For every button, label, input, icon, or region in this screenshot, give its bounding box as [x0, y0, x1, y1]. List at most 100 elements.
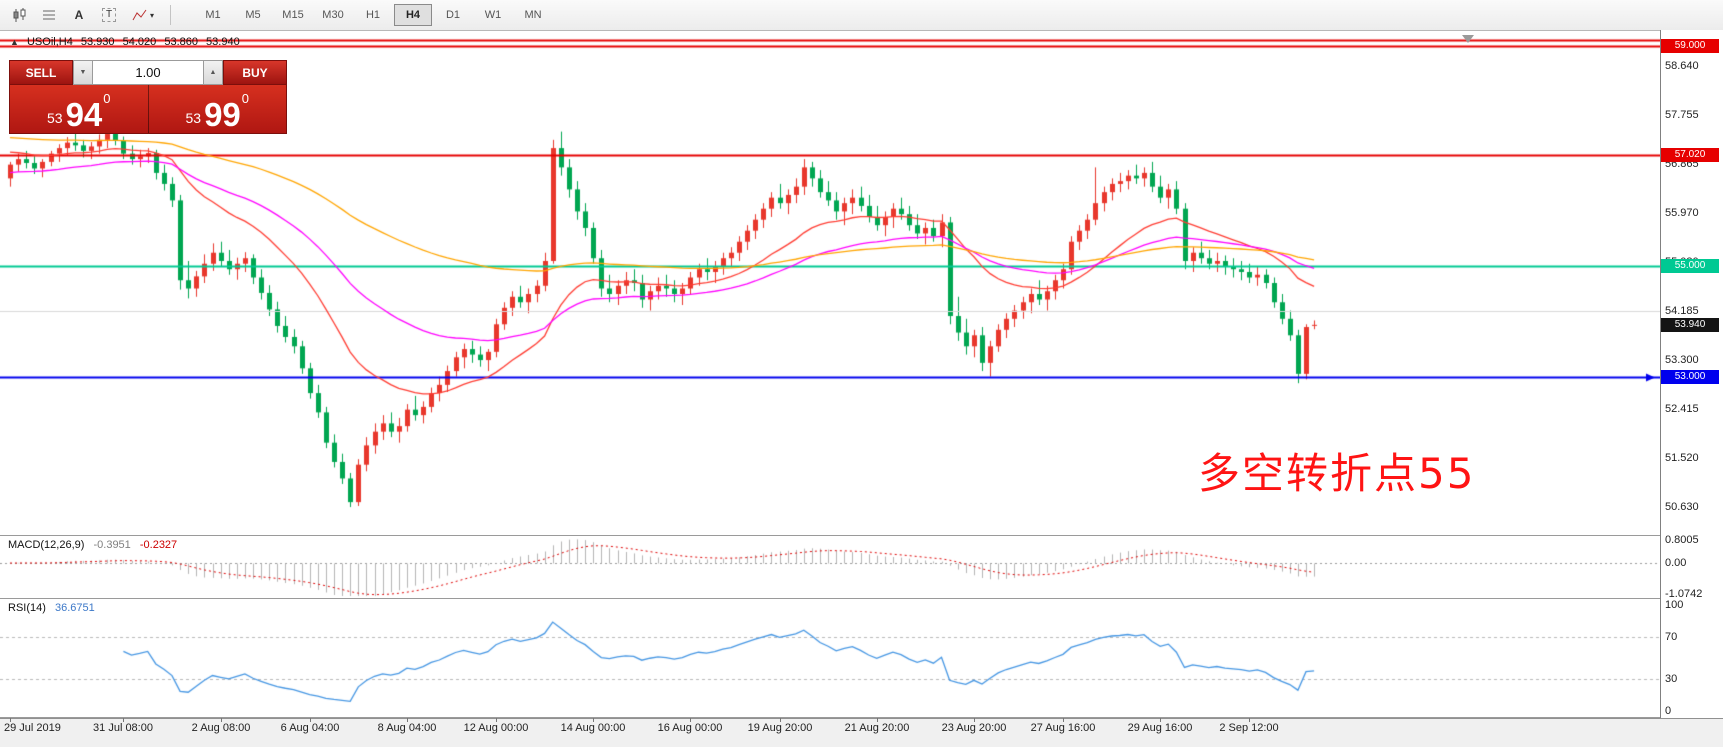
timeframe-m30[interactable]: M30: [322, 9, 344, 21]
timeframe-h4[interactable]: H4: [394, 4, 432, 26]
quote-open: 53.930: [80, 36, 115, 48]
timeframe-toolbar: M1 M5 M15 M30 H1 H4 D1 W1 MN: [193, 4, 553, 26]
text-label-icon[interactable]: T: [95, 3, 123, 27]
rsi-axis-label: 0: [1665, 705, 1672, 717]
macd-canvas[interactable]: [0, 536, 1660, 598]
buy-button[interactable]: BUY: [223, 60, 287, 85]
time-tick: [974, 718, 975, 722]
timeframe-m15[interactable]: M15: [282, 9, 304, 21]
quote-close: 53.940: [206, 36, 240, 48]
time-tick: [221, 718, 222, 722]
candlestick-chart-icon: [13, 7, 25, 22]
time-axis-label: 8 Aug 04:00: [377, 722, 437, 734]
rsi-canvas[interactable]: [0, 599, 1660, 717]
time-tick: [1063, 718, 1064, 722]
time-axis-label: 6 Aug 04:00: [280, 722, 340, 734]
time-tick: [1160, 718, 1161, 722]
rsi-axis-label: 30: [1665, 673, 1678, 686]
sell-button[interactable]: SELL: [9, 60, 73, 85]
time-tick: [407, 718, 408, 722]
price-tick-label: 54.185: [1665, 305, 1699, 318]
time-axis[interactable]: [0, 718, 1723, 747]
price-line-badge: 53.000: [1661, 369, 1719, 384]
time-axis-label: 23 Aug 20:00: [941, 722, 1007, 734]
macd-axis-label: 0.8005: [1665, 534, 1699, 546]
macd-axis-label: -1.0742: [1665, 588, 1703, 600]
tick-direction-icon: ▲: [10, 37, 19, 47]
timeframe-mn[interactable]: MN: [524, 9, 542, 21]
time-tick: [123, 718, 124, 722]
timeframe-m1[interactable]: M1: [205, 9, 221, 21]
volume-increase-button[interactable]: ▲: [203, 60, 223, 85]
current-price-badge: 53.940: [1661, 317, 1719, 332]
chart-annotation-text: 多空转折点55: [1198, 449, 1476, 498]
time-axis-label: 2 Aug 08:00: [191, 722, 251, 734]
time-axis-label: 31 Jul 08:00: [93, 722, 153, 734]
rsi-name: RSI(14): [8, 602, 46, 614]
price-tick-label: 52.415: [1665, 402, 1699, 415]
bid-sup-digit: 0: [103, 91, 111, 106]
text-label-icon: T: [101, 8, 117, 22]
quote-low: 53.860: [164, 36, 198, 48]
trade-panel-prices: 53 94 0 53 99 0: [9, 85, 287, 134]
time-tick: [690, 718, 691, 722]
candlestick-chart-icon[interactable]: [5, 3, 33, 27]
panel-separator[interactable]: [0, 535, 1723, 536]
grid-icon[interactable]: [35, 3, 63, 27]
buy-price-button[interactable]: 53 99 0: [149, 85, 287, 133]
time-tick: [310, 718, 311, 722]
chart-shift-marker[interactable]: [1462, 35, 1474, 43]
time-axis-label: 27 Aug 16:00: [1030, 722, 1096, 734]
cursor-tool-icon[interactable]: A: [65, 3, 93, 27]
dropdown-caret-icon: ▾: [149, 10, 154, 20]
volume-input[interactable]: [93, 60, 203, 85]
bid-big-digits: 94: [65, 95, 103, 133]
macd-axis-label: 0.00: [1665, 557, 1687, 570]
macd-value-signal: -0.2327: [139, 539, 178, 551]
rsi-axis-label: 100: [1665, 599, 1684, 611]
ask-prefix: 53: [185, 110, 202, 126]
ask-sup-digit: 0: [241, 91, 250, 106]
symbol-name: USOil,H4: [26, 36, 73, 48]
price-tick-label: 55.970: [1665, 207, 1699, 220]
rsi-label: RSI(14) 36.6751: [8, 602, 95, 614]
timeframe-d1[interactable]: D1: [445, 9, 461, 21]
quote-high: 54.020: [122, 36, 157, 48]
price-tick-label: 58.640: [1665, 60, 1699, 73]
price-line-badge: 55.000: [1661, 259, 1719, 274]
rsi-value: 36.6751: [54, 602, 95, 614]
rsi-axis-label: 70: [1665, 630, 1678, 643]
indicators-icon[interactable]: ▾: [125, 3, 161, 27]
time-axis-label: 16 Aug 00:00: [657, 722, 723, 734]
time-tick: [10, 718, 11, 722]
macd-name: MACD(12,26,9): [8, 539, 85, 551]
time-tick: [780, 718, 781, 722]
price-tick-label: 51.520: [1665, 452, 1699, 465]
time-axis-label: 2 Sep 12:00: [1219, 722, 1279, 734]
toolbar-separator: [170, 5, 171, 25]
time-axis-label: 12 Aug 00:00: [463, 722, 529, 734]
one-click-trade-panel: SELL ▼ ▲ BUY 53 94 0 53 99 0: [9, 60, 287, 134]
price-line-badge: 57.020: [1661, 148, 1719, 163]
volume-decrease-button[interactable]: ▼: [73, 60, 93, 85]
time-tick: [877, 718, 878, 722]
time-tick: [593, 718, 594, 722]
time-axis-label: 14 Aug 00:00: [560, 722, 626, 734]
price-tick-label: 50.630: [1665, 501, 1699, 514]
time-axis-label: 29 Jul 2019: [4, 722, 61, 734]
grid-icon: [43, 10, 55, 20]
timeframe-m5[interactable]: M5: [245, 9, 261, 21]
panel-separator[interactable]: [0, 598, 1723, 599]
cursor-tool-icon: A: [74, 8, 84, 22]
time-axis-label: 29 Aug 16:00: [1127, 722, 1193, 734]
price-tick-label: 53.300: [1665, 354, 1699, 367]
indicators-icon: [132, 9, 147, 21]
tool-group: A T ▾: [4, 3, 162, 27]
timeframe-w1[interactable]: W1: [484, 9, 502, 21]
time-tick: [496, 718, 497, 722]
sell-price-button[interactable]: 53 94 0: [10, 85, 149, 133]
panel-separator: [0, 717, 1723, 718]
price-line-badge: 59.000: [1661, 39, 1719, 54]
timeframe-h1[interactable]: H1: [365, 9, 381, 21]
